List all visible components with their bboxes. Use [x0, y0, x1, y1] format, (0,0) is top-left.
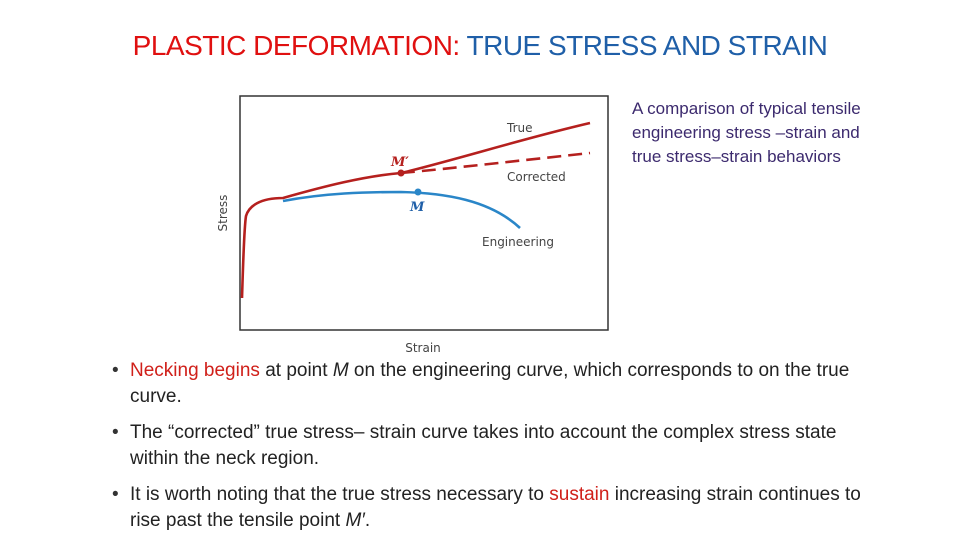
bullet-text: at point [259, 360, 333, 381]
bullet-item: Necking begins at point M on the enginee… [112, 358, 872, 410]
bullet-list: Necking begins at point M on the enginee… [112, 358, 872, 544]
bullet-text: on the engineering curve, which correspo… [130, 360, 850, 407]
title-part-2: TRUE STRESS AND STRAIN [466, 30, 828, 61]
series-label-true: True [506, 121, 533, 135]
bullet-text: The “corrected” true stress– strain curv… [130, 422, 837, 469]
point-label-m: M [409, 200, 425, 215]
highlight-text: Necking begins [130, 360, 260, 381]
true-curve [240, 121, 591, 299]
slide-title: PLASTIC DEFORMATION: TRUE STRESS AND STR… [0, 30, 960, 62]
bullet-text: increasing strain continues to rise past… [130, 484, 861, 531]
stress-strain-chart: True Corrected Engineering M′ M Strain S… [216, 95, 609, 355]
point-reference: M′ [345, 510, 365, 531]
engineering-curve [282, 190, 521, 229]
bullet-text: . [364, 510, 371, 531]
bullet-item: The “corrected” true stress– strain curv… [112, 420, 872, 472]
corrected-curve [400, 151, 591, 175]
series-label-corrected: Corrected [507, 170, 566, 184]
point-m [414, 188, 422, 196]
figure-caption: A comparison of typical tensile engineer… [632, 99, 861, 166]
x-axis-label: Strain [405, 341, 441, 355]
bullet-text: It is worth noting that the true stress … [130, 484, 550, 505]
point-m-prime [397, 169, 405, 177]
bullet-item: It is worth noting that the true stress … [112, 482, 872, 534]
title-part-1: PLASTIC DEFORMATION: [132, 30, 461, 61]
y-axis-label: Stress [216, 195, 230, 232]
highlight-text: sustain [549, 484, 610, 505]
point-label-m-prime: M′ [390, 155, 409, 170]
series-label-engineering: Engineering [482, 235, 554, 249]
point-reference: M [332, 360, 349, 381]
